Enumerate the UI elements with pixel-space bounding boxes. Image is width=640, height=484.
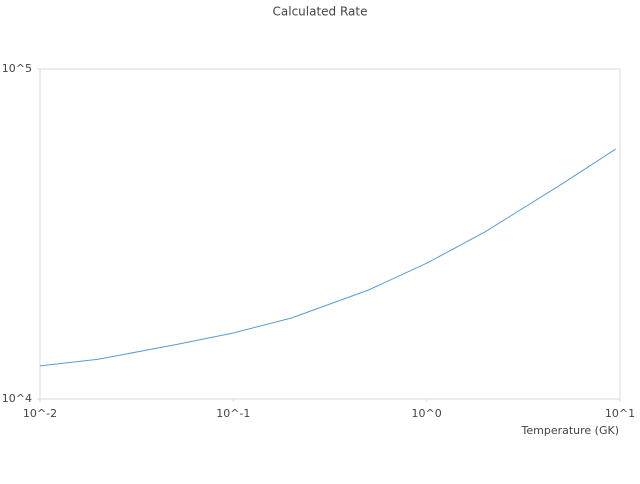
y-tick-label: 10^5 xyxy=(2,62,32,75)
data-line xyxy=(39,148,616,367)
x-tick-label: 10^0 xyxy=(412,407,442,420)
chart-title: Calculated Rate xyxy=(273,5,368,19)
x-tick-label: 10^1 xyxy=(605,407,635,420)
y-tick-label: 10^4 xyxy=(2,392,32,405)
x-axis-label: Temperature (GK) xyxy=(521,424,620,437)
x-tick-label: 10^-1 xyxy=(216,407,250,420)
x-tick-label: 10^-2 xyxy=(23,407,57,420)
plot-border xyxy=(39,68,621,400)
